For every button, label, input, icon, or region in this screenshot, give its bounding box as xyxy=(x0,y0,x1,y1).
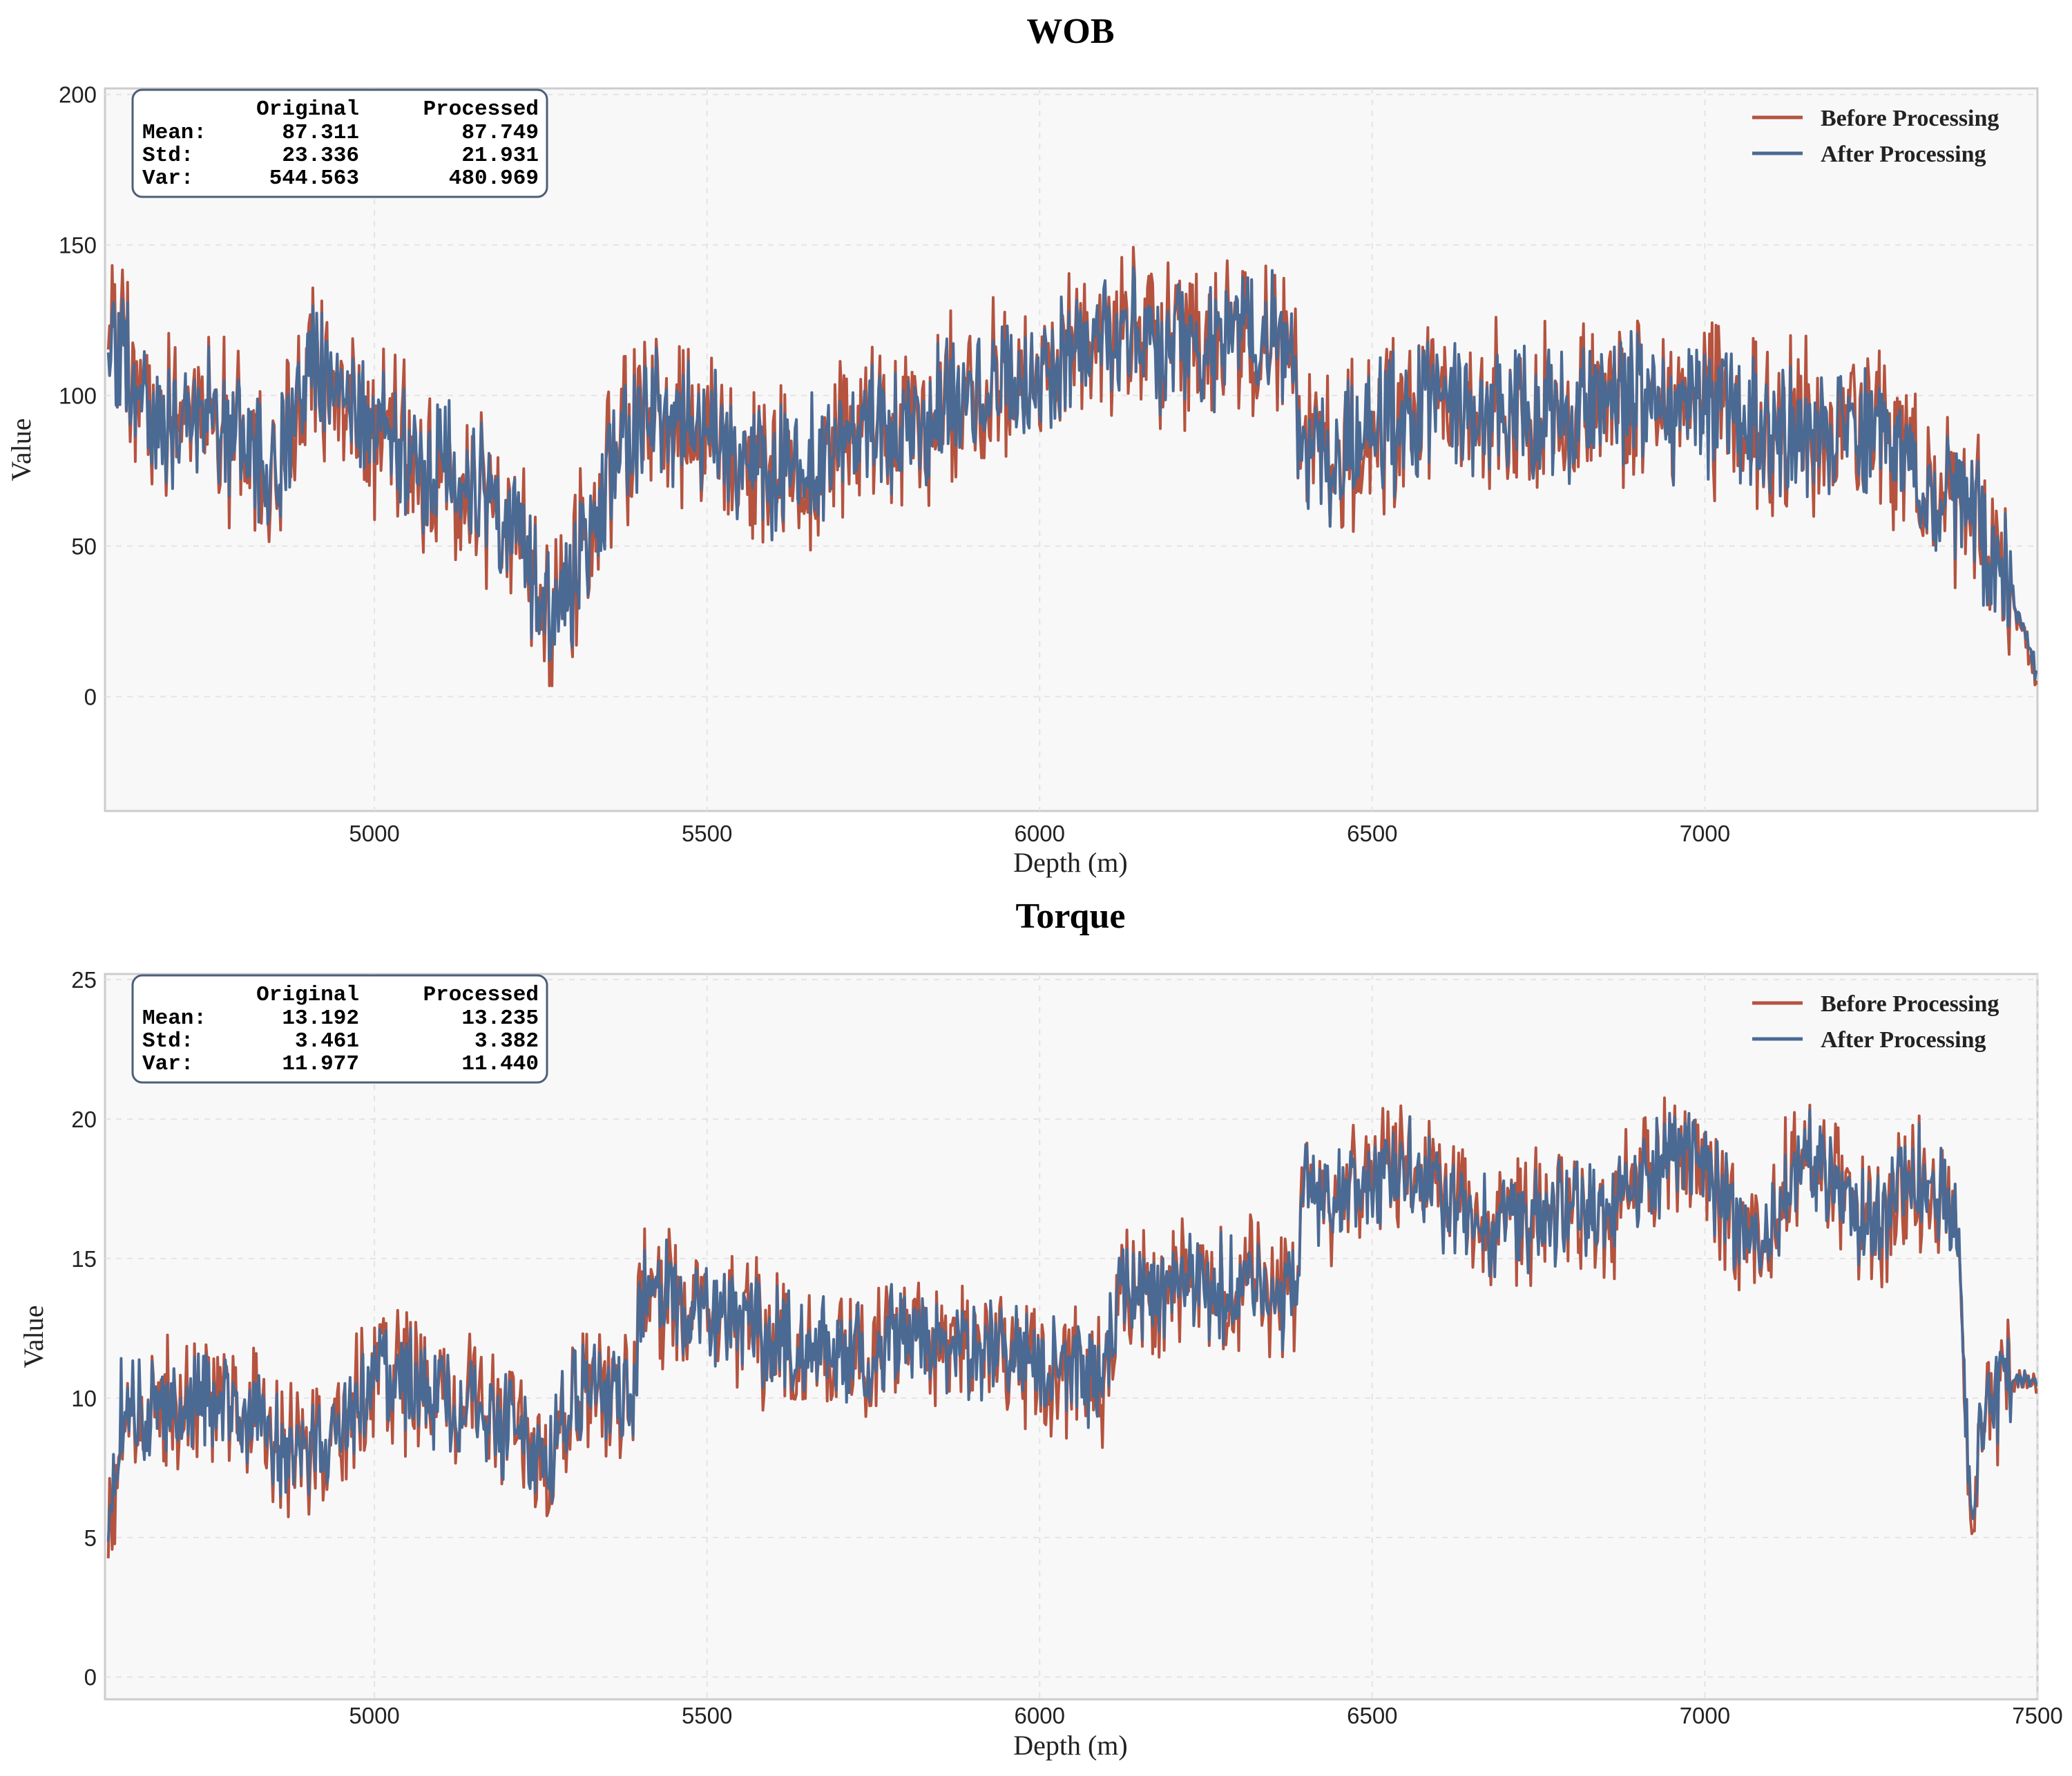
stats-row-original: 87.311 xyxy=(282,121,359,145)
stats-box: Original Processed Mean: 87.311 87.749 Std: 23… xyxy=(131,88,548,198)
stats-box-frame xyxy=(131,974,548,1084)
stats-box-frame xyxy=(131,88,548,198)
stats-row-original: 11.977 xyxy=(282,1052,359,1076)
x-axis-label: Depth (m) xyxy=(1013,1730,1128,1761)
stats-row-label: Mean: xyxy=(142,1006,207,1031)
legend-label-1: Before Processing xyxy=(1821,106,1999,131)
chart-title: Torque xyxy=(1016,897,1126,936)
y-tick-label: 0 xyxy=(84,684,97,709)
legend-label-1: Before Processing xyxy=(1821,991,1999,1017)
stats-row-label: Mean: xyxy=(142,121,207,145)
stats-row-processed: 87.749 xyxy=(461,121,539,145)
x-tick-label: 6500 xyxy=(1347,1703,1397,1728)
x-tick-label: 7000 xyxy=(1680,821,1730,846)
stats-header-original: Original xyxy=(256,97,359,122)
chart-panel-1: WOB 5000 5500 6000 6500 7000 0 50 100 150 200 Depth… xyxy=(6,12,2039,878)
stats-header-processed: Processed xyxy=(423,97,539,122)
stats-header-original: Original xyxy=(256,983,359,1007)
stats-row-label: Var: xyxy=(142,166,193,191)
x-tick-label: 7000 xyxy=(1680,1703,1730,1728)
series-line-after-processing xyxy=(106,266,2037,681)
x-tick-label: 7500 xyxy=(2012,1703,2062,1728)
legend: Before Processing After Processing xyxy=(1752,991,1999,1053)
plot-area xyxy=(104,973,2039,1701)
series-group xyxy=(106,246,2037,687)
y-tick-label: 5 xyxy=(84,1525,97,1551)
legend-label-2: After Processing xyxy=(1821,142,1986,167)
x-tick-label: 5500 xyxy=(682,1703,732,1728)
x-axis-label: Depth (m) xyxy=(1013,847,1128,878)
stats-header-processed: Processed xyxy=(423,983,539,1007)
stats-row-original: 3.461 xyxy=(295,1029,359,1053)
stats-row-label: Var: xyxy=(142,1052,193,1076)
x-tick-label: 6000 xyxy=(1015,1703,1065,1728)
x-tick-label: 6000 xyxy=(1015,821,1065,846)
y-tick-label: 150 xyxy=(59,233,97,258)
y-tick-label: 20 xyxy=(71,1107,97,1132)
y-tick-label: 10 xyxy=(71,1386,97,1411)
stats-row-original: 13.192 xyxy=(282,1006,359,1031)
series-line-after-processing xyxy=(106,1108,2037,1542)
y-tick-label: 0 xyxy=(84,1665,97,1690)
stats-row-processed: 480.969 xyxy=(449,166,539,191)
y-axis-label: Value xyxy=(6,418,37,481)
y-tick-label: 15 xyxy=(71,1246,97,1272)
y-tick-label: 200 xyxy=(59,82,97,108)
stats-row-original: 23.336 xyxy=(282,144,359,168)
stats-row-label: Std: xyxy=(142,1029,193,1053)
y-tick-label: 25 xyxy=(71,967,97,993)
stats-row-processed: 21.931 xyxy=(461,144,539,168)
x-tick-label: 5000 xyxy=(349,821,399,846)
chart-title: WOB xyxy=(1026,12,1114,51)
x-tick-label: 5000 xyxy=(349,1703,399,1728)
series-group xyxy=(106,1096,2037,1558)
stats-row-original: 544.563 xyxy=(269,166,359,191)
legend: Before Processing After Processing xyxy=(1752,106,1999,167)
x-tick-label: 5500 xyxy=(682,821,732,846)
y-tick-label: 100 xyxy=(59,383,97,409)
y-axis-label: Value xyxy=(18,1305,49,1368)
x-tick-label: 6500 xyxy=(1347,821,1397,846)
y-tick-label: 50 xyxy=(71,533,97,559)
chart-panel-2: Torque 5000 5500 6000 6500 7000 7500 0 5 10 15 20 25… xyxy=(18,897,2063,1761)
stats-row-processed: 11.440 xyxy=(461,1052,539,1076)
stats-row-processed: 13.235 xyxy=(461,1006,539,1031)
stats-row-processed: 3.382 xyxy=(474,1029,539,1053)
stats-box: Original Processed Mean: 13.192 13.235 Std: 3.… xyxy=(131,974,548,1084)
legend-label-2: After Processing xyxy=(1821,1027,1986,1053)
stats-row-label: Std: xyxy=(142,144,193,168)
